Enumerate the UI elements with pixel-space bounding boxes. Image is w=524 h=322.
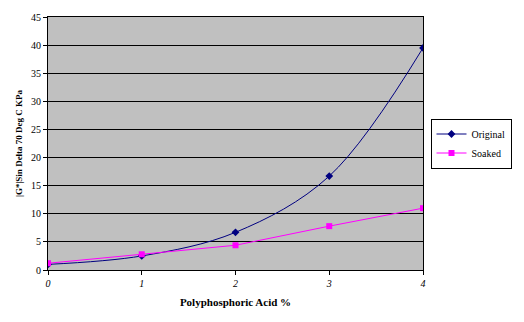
svg-text:3: 3 [326,278,332,289]
svg-text:5: 5 [36,236,41,247]
svg-text:Original: Original [472,129,506,140]
svg-text:Soaked: Soaked [472,148,501,159]
svg-text:45: 45 [31,12,41,23]
svg-text:40: 40 [31,40,41,51]
svg-text:4: 4 [421,278,426,289]
svg-text:Polyphosphoric Acid %: Polyphosphoric Acid % [180,296,291,308]
svg-text:2: 2 [233,278,238,289]
svg-text:0: 0 [36,265,41,276]
svg-text:0: 0 [46,278,51,289]
svg-text:20: 20 [31,152,41,163]
svg-text:25: 25 [31,124,41,135]
svg-text:1: 1 [139,278,144,289]
svg-text:35: 35 [31,68,41,79]
svg-text:15: 15 [31,180,41,191]
svg-text:30: 30 [31,96,41,107]
svg-text:10: 10 [31,208,41,219]
svg-text:|G*|Sin Delta 70 Deg C KPa: |G*|Sin Delta 70 Deg C KPa [14,89,24,197]
